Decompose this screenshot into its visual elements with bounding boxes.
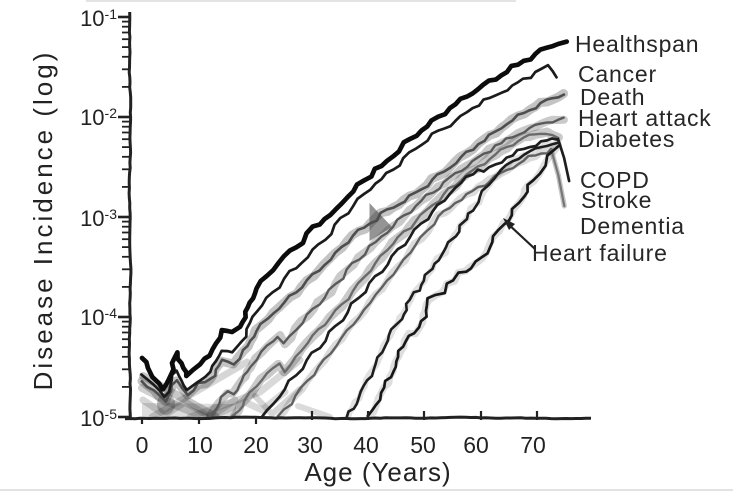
svg-text:Age (Years): Age (Years) bbox=[304, 457, 451, 487]
svg-text:COPD: COPD bbox=[580, 167, 650, 193]
svg-text:Dementia: Dementia bbox=[580, 213, 685, 239]
svg-text:70: 70 bbox=[520, 432, 546, 458]
svg-text:20: 20 bbox=[243, 432, 269, 458]
svg-text:10-1: 10-1 bbox=[80, 6, 117, 31]
svg-text:0: 0 bbox=[136, 432, 149, 458]
svg-text:Cancer: Cancer bbox=[578, 61, 657, 87]
svg-text:30: 30 bbox=[297, 432, 323, 458]
svg-text:10: 10 bbox=[187, 432, 213, 458]
svg-text:Healthspan: Healthspan bbox=[575, 31, 699, 57]
svg-text:Heart failure: Heart failure bbox=[532, 240, 668, 266]
svg-text:Disease Incidence (log): Disease Incidence (log) bbox=[28, 50, 58, 391]
svg-text:Death: Death bbox=[580, 84, 645, 110]
svg-text:60: 60 bbox=[463, 432, 489, 458]
svg-text:40: 40 bbox=[353, 432, 379, 458]
svg-text:Diabetes: Diabetes bbox=[578, 126, 675, 152]
svg-text:50: 50 bbox=[410, 432, 436, 458]
svg-text:Heart attack: Heart attack bbox=[578, 105, 712, 131]
svg-text:Stroke: Stroke bbox=[581, 187, 652, 213]
